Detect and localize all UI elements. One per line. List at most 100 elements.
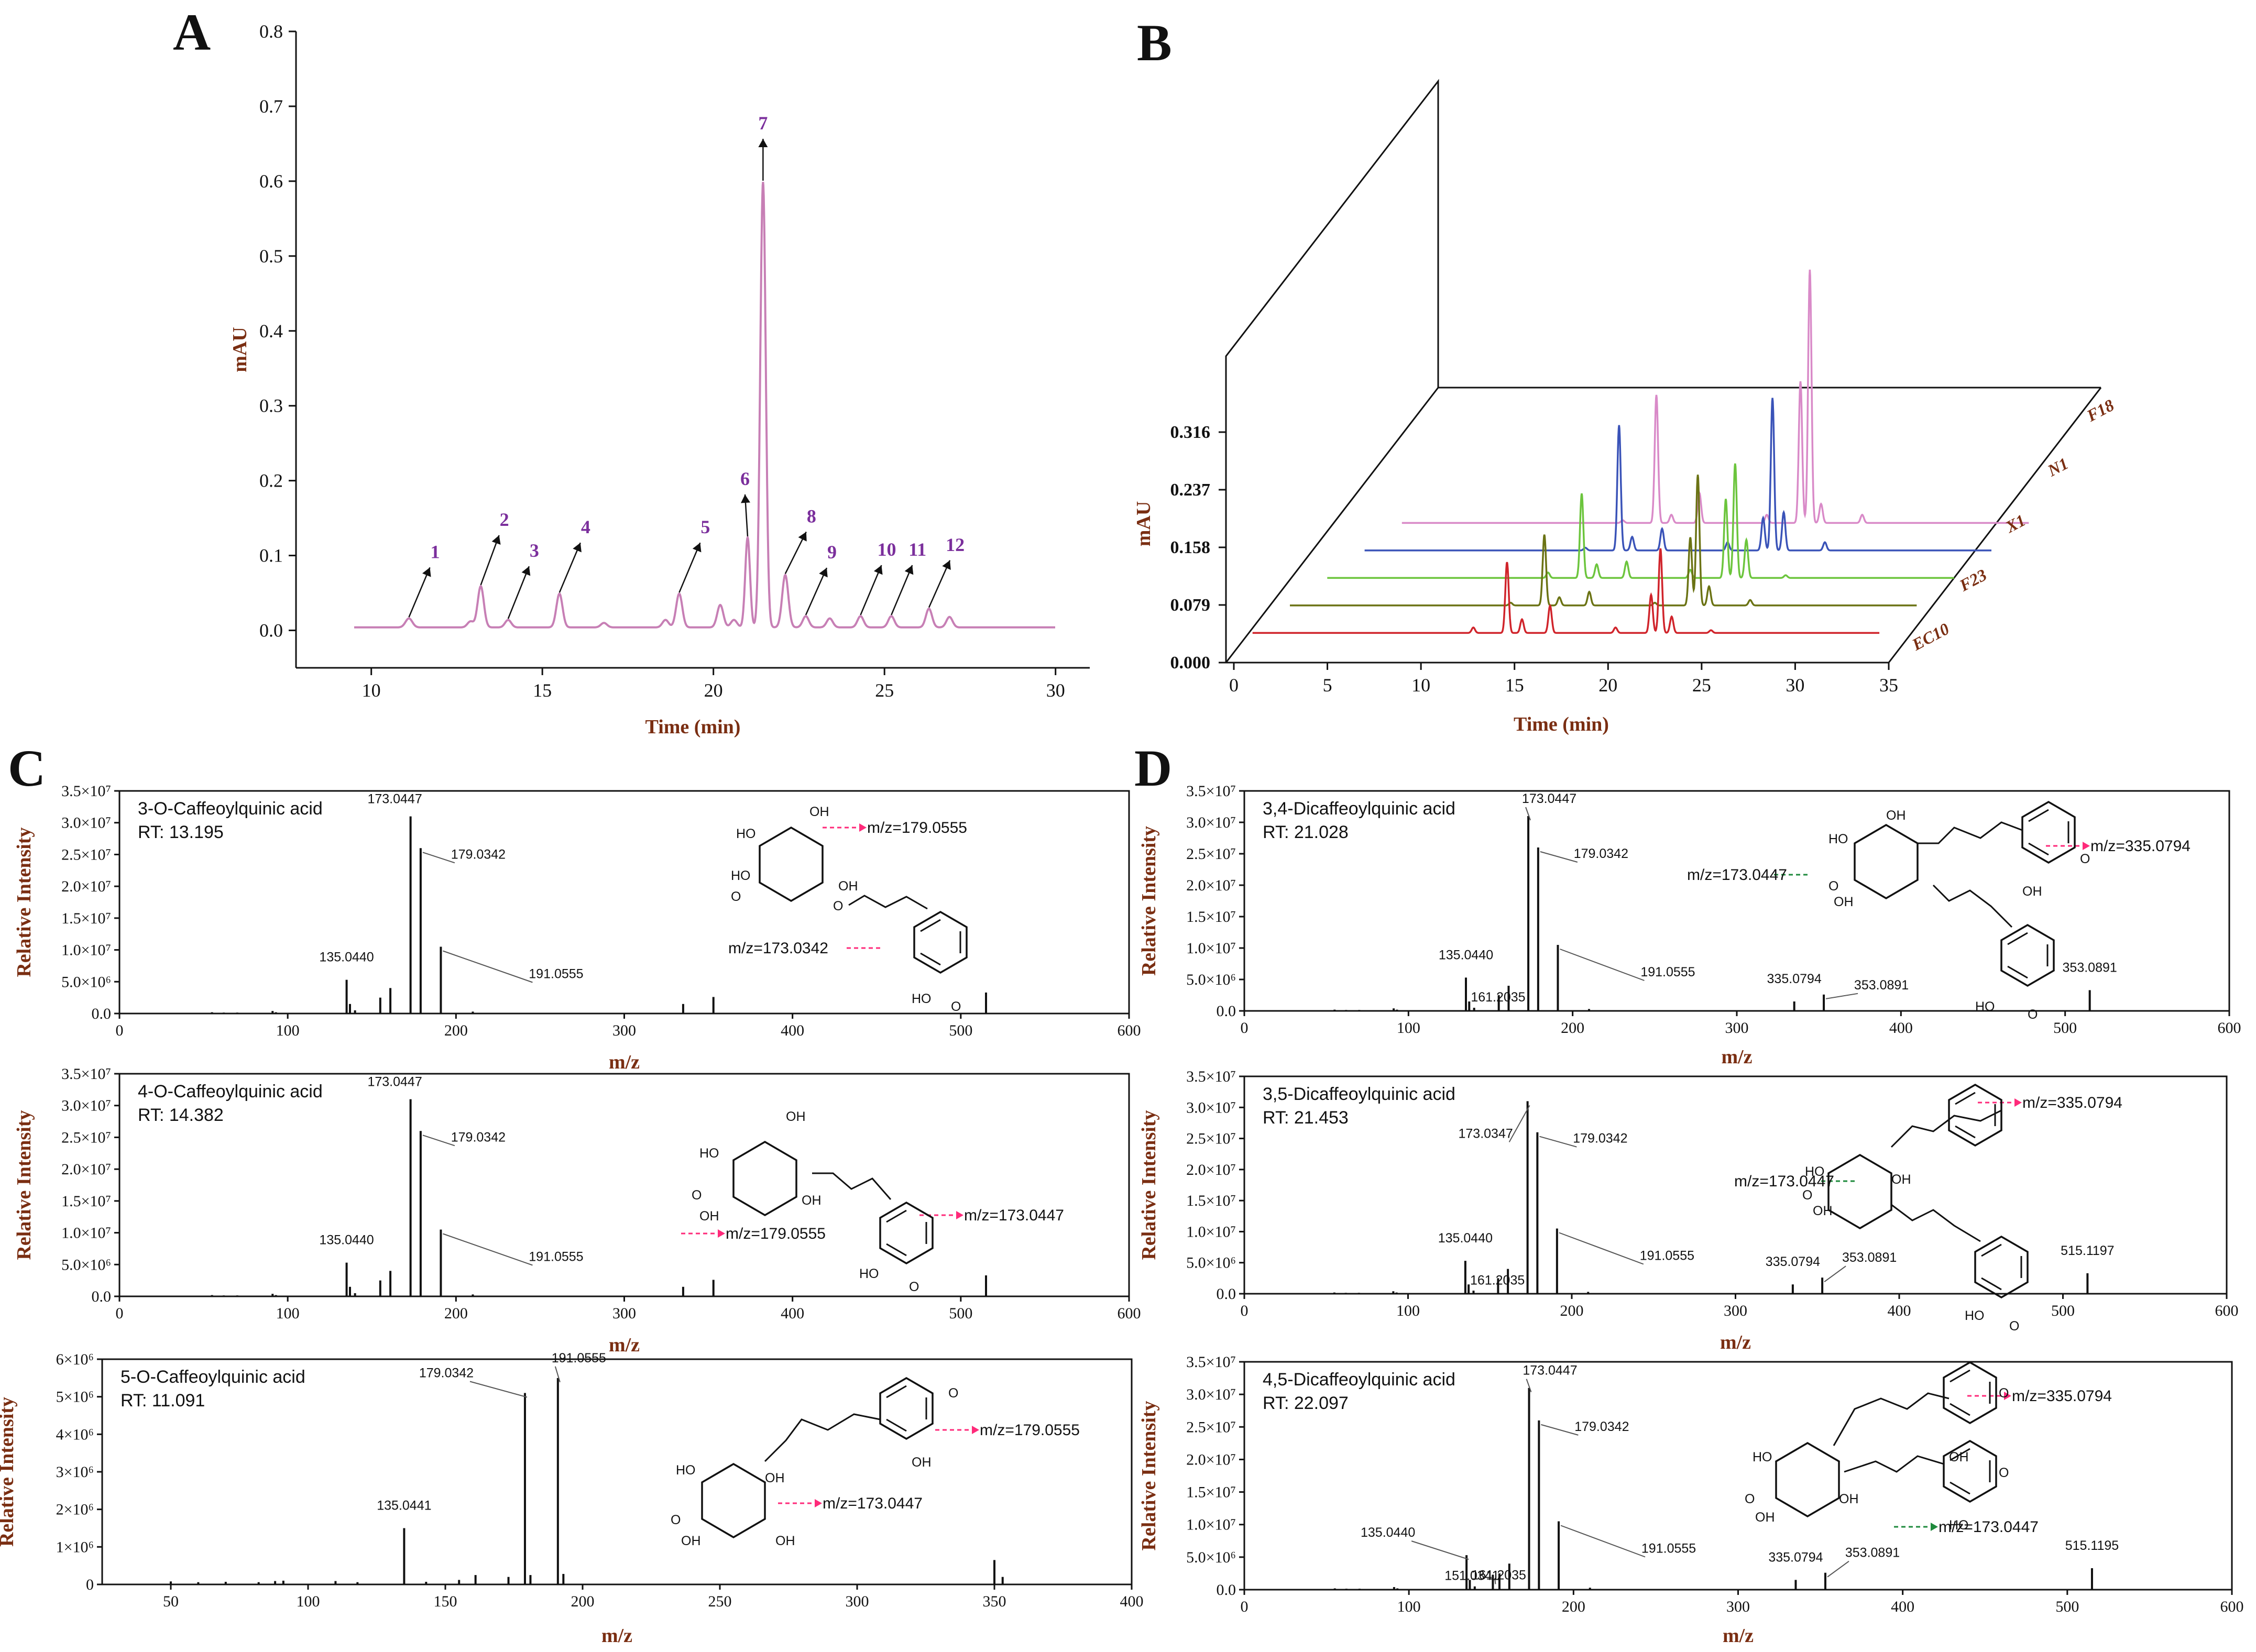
label-leader <box>1827 1560 1849 1578</box>
x-tick-label: 600 <box>2218 1019 2241 1037</box>
a-ytick-label: 0.3 <box>259 395 283 416</box>
fragment-arrowhead <box>956 1211 963 1219</box>
a-peak-arrowhead <box>904 565 914 575</box>
peak-label: 179.0342 <box>451 1130 506 1144</box>
x-tick-label: 500 <box>2051 1302 2075 1319</box>
y-tick-label: 1.0×10⁷ <box>61 942 111 959</box>
fragment-label: m/z=179.0555 <box>867 819 967 836</box>
label-leader <box>1825 993 1858 999</box>
svg-text:OH: OH <box>765 1471 785 1485</box>
peak-label: 135.0440 <box>1361 1525 1415 1540</box>
y-tick-label: 5.0×10⁶ <box>61 973 111 990</box>
y-tick-label: 1.0×10⁷ <box>1186 940 1236 957</box>
peak-label: 179.0342 <box>1574 846 1628 861</box>
label-leader <box>1525 807 1531 821</box>
y-axis-title: Relative Intensity <box>1138 1401 1160 1550</box>
panel-b-axes: 0 5 10 15 20 25 30 35 0.000 0.079 0.158 0.237 0.316 T… <box>1133 356 1898 735</box>
y-tick-label: 1.5×10⁷ <box>1186 1192 1236 1209</box>
peak-label: 335.0794 <box>1766 1254 1820 1269</box>
y-axis-title: Relative Intensity <box>1138 1110 1160 1260</box>
y-tick-label: 5×10⁶ <box>56 1389 94 1406</box>
svg-text:HO: HO <box>731 868 751 883</box>
svg-text:HO: HO <box>1975 999 1995 1014</box>
peak-label: 173.0447 <box>1523 1363 1577 1378</box>
x-tick-label: 200 <box>444 1305 468 1322</box>
svg-text:HO: HO <box>1805 1164 1825 1179</box>
svg-text:O: O <box>2009 1319 2019 1334</box>
a-xtick-label: 10 <box>362 680 381 701</box>
b-xtick-label: 30 <box>1786 675 1804 696</box>
a-peak-arrowhead <box>758 139 768 148</box>
a-peak-arrow <box>507 566 530 619</box>
x-tick-label: 400 <box>1891 1598 1914 1615</box>
svg-text:OH: OH <box>1839 1492 1859 1506</box>
a-ytick-label: 0.8 <box>259 21 283 42</box>
svg-text:O: O <box>1999 1466 2009 1480</box>
x-axis-title: m/z <box>609 1051 640 1073</box>
y-tick-label: 5.0×10⁶ <box>1186 1254 1236 1272</box>
fragment-label: m/z=173.0447 <box>1734 1173 1834 1190</box>
fragment-label: m/z=173.0447 <box>823 1495 923 1512</box>
a-peak-arrow <box>558 542 581 593</box>
y-tick-label: 2.0×10⁷ <box>61 1161 111 1178</box>
svg-text:HO: HO <box>699 1146 719 1161</box>
a-peak-arrowhead <box>422 567 431 577</box>
label-leader <box>1560 1525 1646 1558</box>
peak-label: 179.0342 <box>1574 1419 1629 1434</box>
a-xtick-label: 25 <box>875 680 894 701</box>
x-tick-label: 200 <box>1562 1598 1585 1615</box>
svg-text:OH: OH <box>1813 1204 1833 1218</box>
svg-text:O: O <box>1999 1386 2009 1401</box>
y-axis-title: Relative Intensity <box>13 1110 35 1260</box>
x-tick-label: 300 <box>612 1305 636 1322</box>
y-tick-label: 3.5×10⁷ <box>1186 1353 1236 1371</box>
peak-label: 335.0794 <box>1768 1550 1823 1565</box>
y-tick-label: 3.0×10⁷ <box>1186 1386 1236 1403</box>
peak-label: 135.0440 <box>319 1233 374 1248</box>
fragment-arrowhead <box>859 823 867 832</box>
svg-text:OH: OH <box>802 1193 822 1208</box>
peak-label: 173.0447 <box>367 792 422 807</box>
y-tick-label: 2.5×10⁷ <box>61 846 111 863</box>
a-peak-arrowhead <box>692 543 702 553</box>
panel-label-A: A <box>173 3 211 61</box>
y-tick-label: 3.5×10⁷ <box>61 1065 111 1083</box>
x-tick-label: 150 <box>434 1593 457 1610</box>
b-ytick-label: 0.000 <box>1170 653 1211 673</box>
svg-text:OH: OH <box>699 1209 719 1224</box>
x-tick-label: 300 <box>1726 1598 1750 1615</box>
x-tick-label: 0 <box>1241 1598 1249 1615</box>
x-tick-label: 400 <box>781 1305 804 1322</box>
fragment-arrowhead <box>2004 1392 2011 1400</box>
b-y-title: mAU <box>1133 501 1155 547</box>
fragment-label: m/z=173.0447 <box>1939 1518 2039 1536</box>
y-tick-label: 2×10⁶ <box>56 1501 94 1518</box>
panel-label-C: C <box>8 739 46 797</box>
x-tick-label: 0 <box>1241 1302 1249 1319</box>
a-peak-arrow <box>805 567 828 615</box>
y-tick-label: 3.0×10⁷ <box>1186 1099 1236 1116</box>
x-tick-label: 600 <box>1118 1022 1141 1039</box>
y-tick-label: 5.0×10⁶ <box>1186 971 1236 988</box>
a-peak-arrowhead <box>798 532 807 542</box>
svg-text:HO: HO <box>676 1463 696 1478</box>
x-tick-label: 200 <box>444 1022 468 1039</box>
label-leader <box>469 1381 528 1398</box>
a-ytick-label: 0.4 <box>259 321 283 342</box>
x-tick-label: 100 <box>276 1305 300 1322</box>
b-xtick-label: 0 <box>1229 675 1239 696</box>
b-xtick-label: 15 <box>1505 675 1524 696</box>
a-peak-label: 8 <box>807 505 816 526</box>
a-peak-label: 11 <box>908 539 926 560</box>
a-peak-label: 9 <box>827 542 837 563</box>
svg-text:OH: OH <box>912 1455 932 1470</box>
a-xtick-label: 30 <box>1046 680 1065 701</box>
fragment-arrowhead <box>2083 842 2090 850</box>
y-tick-label: 3.0×10⁷ <box>1186 814 1236 831</box>
peak-label: 173.0447 <box>1522 791 1576 806</box>
label-leader <box>1559 1232 1644 1265</box>
a-peak-label: 5 <box>700 516 710 537</box>
